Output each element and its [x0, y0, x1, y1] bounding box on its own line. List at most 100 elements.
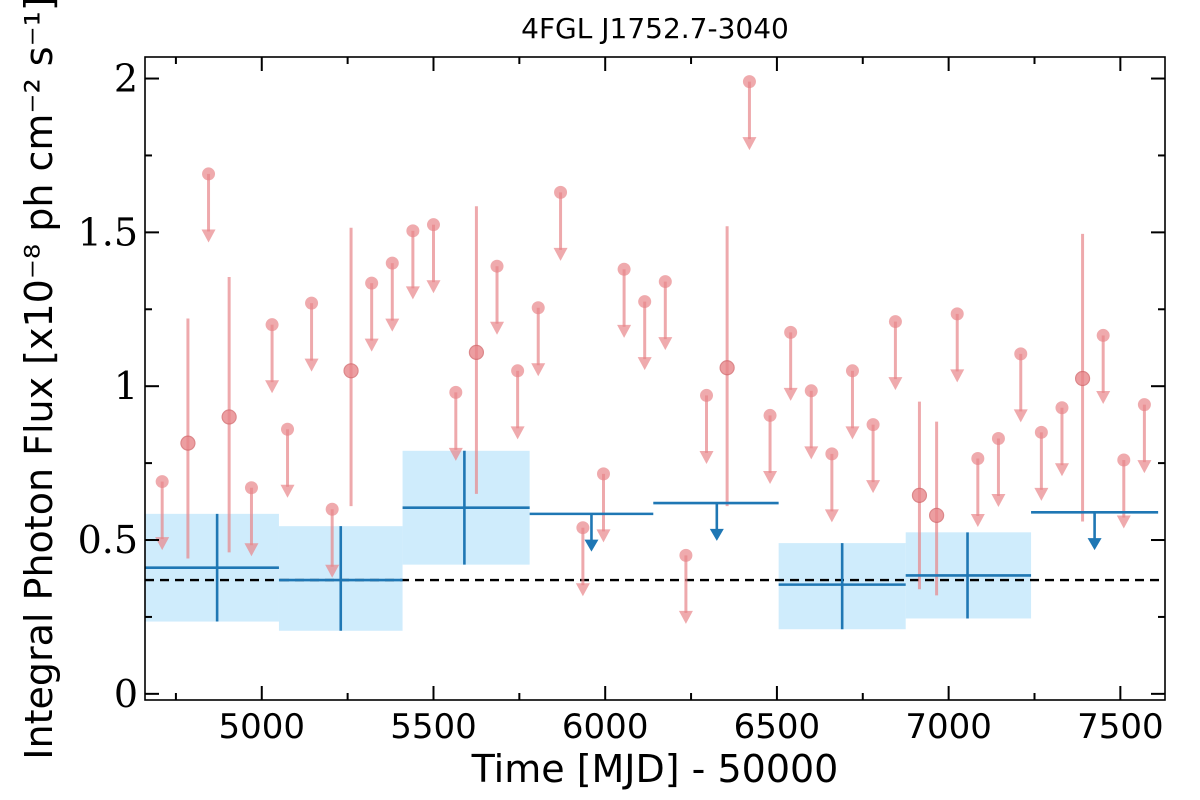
short-bin-upper-limit-point	[1055, 401, 1069, 415]
chart-title: 4FGL J1752.7-3040	[521, 12, 789, 45]
long-bin-upper-limit-arrow	[709, 528, 724, 541]
short-bin-upper-limit-point	[971, 451, 985, 465]
x-tick-label: 6500	[734, 707, 821, 747]
short-bin-upper-limit-point	[742, 75, 756, 89]
short-bin-upper-limit-arrow	[1054, 463, 1069, 477]
short-bin-upper-limit-point	[155, 475, 169, 489]
short-bin-upper-limit-point	[1137, 398, 1151, 412]
short-bin-upper-limit-arrow	[596, 529, 611, 543]
short-bin-upper-limit-point	[426, 218, 440, 232]
plot-area	[145, 75, 1165, 631]
short-bin-upper-limit-arrow	[553, 247, 568, 261]
short-bin-upper-limit-point	[531, 301, 545, 315]
short-bin-upper-limit-arrow	[510, 426, 525, 440]
short-bin-upper-limit-arrow	[490, 321, 505, 335]
short-bin-upper-limit-point	[866, 418, 880, 432]
short-bin-upper-limit-point	[1034, 425, 1048, 439]
short-bin-upper-limit-point	[406, 224, 420, 238]
short-bin-upper-limit-arrow	[325, 564, 340, 578]
y-axis-label: Integral Photon Flux [x10⁻⁸ ph cm⁻² s⁻¹]	[17, 0, 61, 760]
short-bin-upper-limit-arrow	[448, 447, 463, 461]
short-bin-upper-limit-arrow	[304, 358, 319, 372]
short-bin-upper-limit-arrow	[364, 338, 379, 352]
short-bin-upper-limit-point	[576, 521, 590, 535]
short-bin-upper-limit-arrow	[637, 357, 652, 371]
short-bin-upper-limit-arrow	[950, 369, 965, 383]
y-tick-label: 0	[114, 672, 138, 716]
short-bin-upper-limit-point	[679, 548, 693, 562]
short-bin-upper-limit-arrow	[1013, 409, 1028, 423]
short-bin-upper-limit-arrow	[763, 470, 778, 484]
short-bin-upper-limit-arrow	[575, 583, 590, 597]
short-bin-detection-point	[1074, 370, 1091, 387]
short-bin-detection-point	[468, 344, 485, 360]
short-bin-detection-point	[221, 409, 237, 425]
short-bin-upper-limit-arrow	[866, 480, 881, 494]
short-bin-upper-limit-point	[244, 481, 258, 495]
short-bin-upper-limit-point	[1096, 328, 1110, 342]
short-bin-detection-point	[929, 507, 945, 524]
short-bin-upper-limit-arrow	[280, 484, 295, 498]
short-bin-upper-limit-arrow	[1034, 487, 1049, 501]
short-bin-upper-limit-point	[638, 295, 652, 309]
short-bin-detection-point	[180, 435, 196, 451]
short-bin-upper-limit-point	[281, 422, 295, 436]
short-bin-upper-limit-point	[1117, 453, 1131, 467]
short-bin-upper-limit-arrow	[1137, 460, 1152, 474]
short-bin-upper-limit-arrow	[385, 318, 400, 332]
short-bin-upper-limit-arrow	[888, 377, 903, 391]
short-bin-detection-point	[911, 487, 928, 504]
short-bin-upper-limit-point	[385, 256, 399, 270]
short-bin-upper-limit-point	[365, 276, 379, 290]
short-bin-upper-limit-arrow	[699, 450, 714, 464]
short-bin-upper-limit-point	[888, 315, 902, 329]
long-bin-upper-limit-arrow	[584, 539, 599, 552]
x-axis-label: Time [MJD] - 50000	[471, 747, 839, 791]
short-bin-upper-limit-point	[1014, 347, 1028, 361]
short-bin-upper-limit-point	[617, 262, 631, 276]
short-bin-upper-limit-point	[449, 385, 463, 399]
short-bin-upper-limit-point	[784, 325, 798, 339]
short-bin-upper-limit-arrow	[658, 337, 673, 351]
short-bin-upper-limit-point	[202, 167, 216, 181]
short-bin-upper-limit-arrow	[783, 387, 798, 401]
short-bin-upper-limit-arrow	[617, 324, 632, 338]
short-bin-upper-limit-point	[554, 185, 568, 199]
short-bin-upper-limit-arrow	[201, 229, 216, 243]
short-bin-upper-limit-point	[804, 384, 818, 398]
plot-frame	[144, 56, 1166, 701]
short-bin-upper-limit-arrow	[845, 426, 860, 440]
x-tick-label: 7500	[1077, 707, 1164, 747]
short-bin-upper-limit-point	[325, 502, 339, 516]
short-bin-detection-point	[719, 360, 735, 376]
short-bin-upper-limit-point	[511, 364, 525, 378]
short-bin-upper-limit-point	[991, 431, 1005, 445]
short-bin-upper-limit-point	[845, 364, 859, 378]
short-bin-upper-limit-point	[265, 318, 279, 332]
short-bin-detection-point	[343, 363, 359, 379]
axes-ticks: 5000 5500 6000 6500 7000 7500 0 0.5 1 1.5 2	[78, 57, 1165, 747]
short-bin-upper-limit-point	[490, 259, 504, 273]
y-tick-label: 1.5	[78, 210, 138, 254]
short-bin-upper-limit-arrow	[1116, 515, 1131, 529]
short-bin-upper-limit-point	[305, 296, 319, 310]
x-tick-label: 7000	[905, 707, 992, 747]
short-bin-upper-limit-arrow	[742, 137, 757, 151]
short-bin-upper-limit-arrow	[426, 280, 441, 294]
x-tick-label: 6000	[562, 707, 649, 747]
short-bin-upper-limit-arrow	[244, 543, 259, 557]
y-tick-label: 1	[114, 364, 138, 408]
short-bin-upper-limit-arrow	[678, 610, 693, 624]
short-bin-upper-limit-arrow	[1096, 390, 1111, 404]
x-tick-label: 5500	[390, 707, 477, 747]
short-bin-upper-limit-point	[658, 275, 672, 289]
long-bin-upper-limit-arrow	[1087, 538, 1102, 551]
short-bin-upper-limit-arrow	[265, 380, 280, 394]
short-bin-upper-limit-arrow	[804, 446, 819, 460]
short-bin-upper-limit-arrow	[531, 363, 546, 377]
y-tick-label: 2	[114, 57, 138, 101]
short-bin-upper-limit-arrow	[405, 286, 420, 300]
short-bin-upper-limit-arrow	[824, 509, 839, 523]
short-bin-upper-limit-point	[825, 447, 839, 461]
